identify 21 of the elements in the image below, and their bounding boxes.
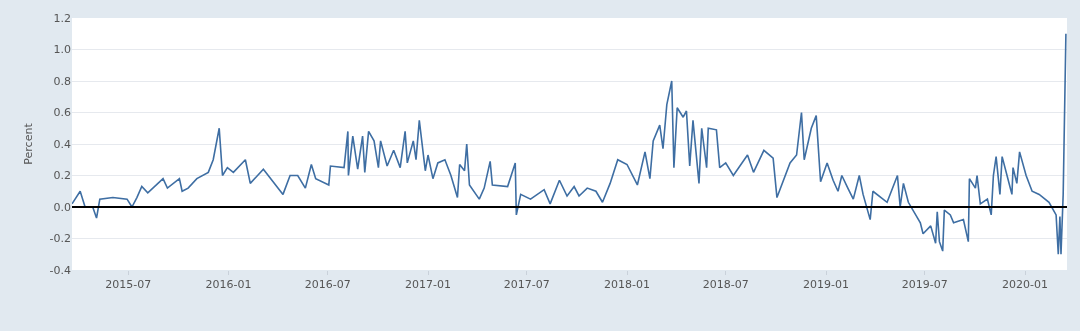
x-tick-label: 2018-07 (702, 278, 749, 292)
y-tick-label: 0.8 (53, 74, 71, 88)
x-tick-label: 2019-07 (901, 278, 948, 292)
x-tick-label: 2019-01 (803, 278, 849, 292)
y-tick-label: 0.6 (53, 106, 71, 120)
y-tick-label: 1.0 (53, 43, 71, 57)
x-tick-label: 2017-07 (503, 278, 550, 292)
y-tick-label: 0.2 (53, 169, 71, 183)
y-tick-label: 1.2 (53, 11, 71, 25)
y-tick-label: 0.0 (53, 200, 71, 214)
x-tick-label: 2016-01 (205, 278, 252, 292)
x-tick-label: 2017-01 (405, 278, 451, 292)
line-series (72, 32, 1067, 256)
x-tick-label: 2016-07 (304, 278, 351, 292)
x-tick-label: 2018-01 (604, 278, 650, 292)
x-tick-label: 2015-07 (105, 278, 152, 292)
y-tick-label: 0.4 (53, 137, 71, 151)
y-tick-label: -0.2 (49, 232, 71, 246)
x-tick-label: 2020-01 (1002, 278, 1048, 292)
y-axis-title: Percent (22, 122, 36, 165)
y-tick-label: -0.4 (49, 263, 71, 277)
